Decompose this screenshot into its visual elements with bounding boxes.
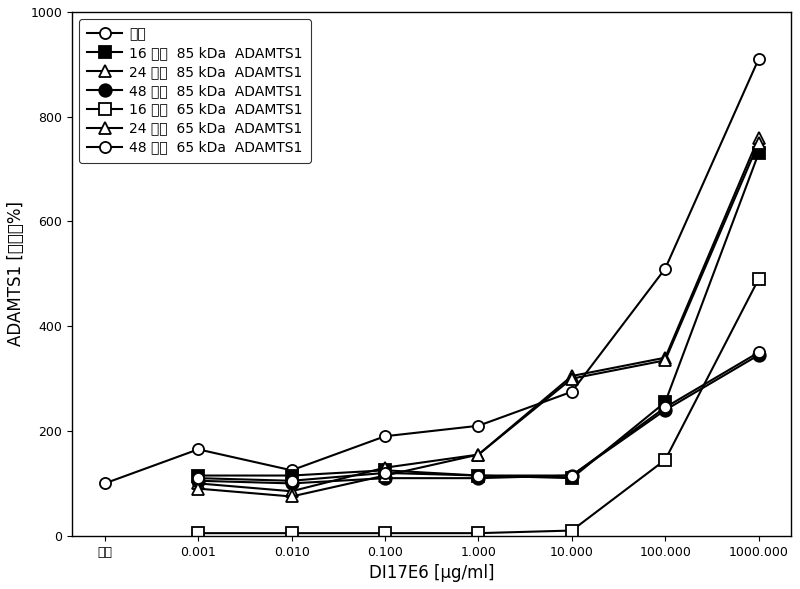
24 小时  85 kDa  ADAMTS1 (661, 354, 670, 361)
48 小时  85 kDa  ADAMTS1 (286, 480, 296, 487)
48 小时  65 kDa  ADAMTS1 (474, 472, 483, 479)
对照 (567, 388, 577, 395)
48 小时  65 kDa  ADAMTS1 (754, 349, 763, 356)
对照 (661, 265, 670, 272)
Line: 16 小时  65 kDa  ADAMTS1: 16 小时 65 kDa ADAMTS1 (193, 273, 764, 539)
16 小时  65 kDa  ADAMTS1 (567, 527, 577, 534)
24 小时  65 kDa  ADAMTS1 (474, 451, 483, 458)
24 小时  85 kDa  ADAMTS1 (754, 134, 763, 141)
48 小时  85 kDa  ADAMTS1 (380, 475, 390, 482)
24 小时  85 kDa  ADAMTS1 (567, 372, 577, 379)
24 小时  65 kDa  ADAMTS1 (754, 140, 763, 147)
Y-axis label: ADAMTS1 [对照的%]: ADAMTS1 [对照的%] (7, 201, 25, 346)
对照 (194, 446, 203, 453)
48 小时  65 kDa  ADAMTS1 (567, 472, 577, 479)
16 小时  85 kDa  ADAMTS1 (567, 475, 577, 482)
16 小时  85 kDa  ADAMTS1 (474, 472, 483, 479)
16 小时  85 kDa  ADAMTS1 (194, 472, 203, 479)
对照 (474, 422, 483, 429)
Line: 24 小时  65 kDa  ADAMTS1: 24 小时 65 kDa ADAMTS1 (192, 137, 765, 503)
Line: 24 小时  85 kDa  ADAMTS1: 24 小时 85 kDa ADAMTS1 (192, 131, 765, 498)
对照 (754, 55, 763, 62)
24 小时  65 kDa  ADAMTS1 (194, 485, 203, 492)
16 小时  85 kDa  ADAMTS1 (754, 150, 763, 157)
24 小时  65 kDa  ADAMTS1 (567, 375, 577, 382)
Line: 48 小时  65 kDa  ADAMTS1: 48 小时 65 kDa ADAMTS1 (193, 347, 764, 487)
48 小时  85 kDa  ADAMTS1 (661, 406, 670, 413)
16 小时  85 kDa  ADAMTS1 (661, 399, 670, 406)
48 小时  65 kDa  ADAMTS1 (194, 475, 203, 482)
24 小时  85 kDa  ADAMTS1 (194, 480, 203, 487)
Line: 16 小时  85 kDa  ADAMTS1: 16 小时 85 kDa ADAMTS1 (193, 148, 764, 484)
Line: 对照: 对照 (99, 54, 764, 489)
24 小时  85 kDa  ADAMTS1 (286, 488, 296, 495)
16 小时  65 kDa  ADAMTS1 (661, 456, 670, 464)
对照 (100, 480, 110, 487)
48 小时  65 kDa  ADAMTS1 (286, 477, 296, 484)
24 小时  65 kDa  ADAMTS1 (286, 493, 296, 500)
24 小时  65 kDa  ADAMTS1 (380, 472, 390, 479)
16 小时  65 kDa  ADAMTS1 (380, 530, 390, 537)
16 小时  85 kDa  ADAMTS1 (380, 466, 390, 474)
对照 (286, 466, 296, 474)
16 小时  65 kDa  ADAMTS1 (286, 530, 296, 537)
对照 (380, 433, 390, 440)
48 小时  85 kDa  ADAMTS1 (194, 477, 203, 484)
48 小时  85 kDa  ADAMTS1 (567, 472, 577, 479)
24 小时  85 kDa  ADAMTS1 (380, 464, 390, 471)
16 小时  85 kDa  ADAMTS1 (286, 472, 296, 479)
Line: 48 小时  85 kDa  ADAMTS1: 48 小时 85 kDa ADAMTS1 (192, 349, 765, 489)
24 小时  85 kDa  ADAMTS1 (474, 451, 483, 458)
48 小时  65 kDa  ADAMTS1 (661, 404, 670, 411)
16 小时  65 kDa  ADAMTS1 (474, 530, 483, 537)
Legend: 对照, 16 小时  85 kDa  ADAMTS1, 24 小时  85 kDa  ADAMTS1, 48 小时  85 kDa  ADAMTS1, 16 小: 对照, 16 小时 85 kDa ADAMTS1, 24 小时 85 kDa A… (79, 19, 311, 163)
48 小时  85 kDa  ADAMTS1 (474, 475, 483, 482)
16 小时  65 kDa  ADAMTS1 (194, 530, 203, 537)
16 小时  65 kDa  ADAMTS1 (754, 276, 763, 283)
24 小时  65 kDa  ADAMTS1 (661, 357, 670, 364)
48 小时  85 kDa  ADAMTS1 (754, 352, 763, 359)
X-axis label: DI17E6 [μg/ml]: DI17E6 [μg/ml] (369, 564, 494, 582)
48 小时  65 kDa  ADAMTS1 (380, 469, 390, 477)
